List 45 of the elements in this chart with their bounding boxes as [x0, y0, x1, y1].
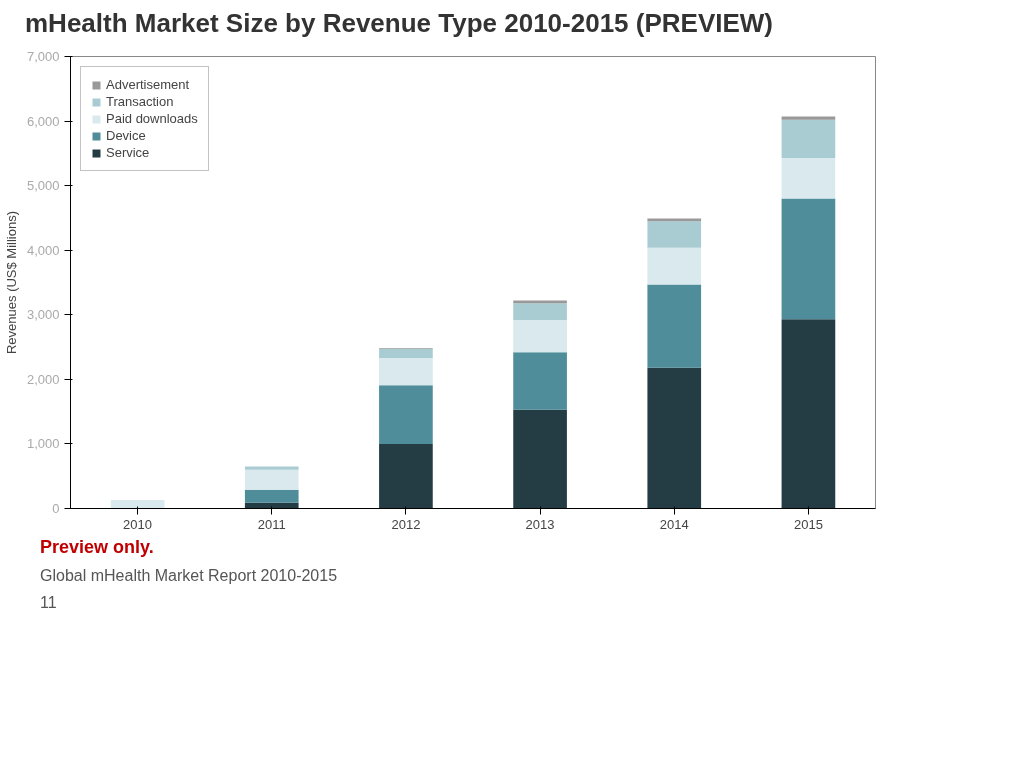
bar — [647, 221, 702, 248]
bar — [647, 284, 702, 368]
x-tick-label: 2012 — [391, 516, 421, 532]
y-tick-label: 7,000 — [26, 49, 60, 65]
bar — [513, 352, 567, 410]
legend-label: Device — [106, 128, 146, 144]
bar — [244, 489, 299, 503]
bar — [379, 349, 433, 359]
y-tick-label: 3,000 — [26, 307, 60, 323]
bar — [513, 303, 567, 321]
y-tick-label: 5,000 — [26, 178, 60, 194]
bar — [244, 466, 299, 470]
y-tick-label: 4,000 — [26, 242, 60, 258]
y-tick-label: 6,000 — [26, 113, 60, 129]
text: 11 — [40, 592, 57, 613]
x-tick-label: 2013 — [525, 516, 555, 532]
bar — [647, 247, 702, 285]
x-tick-label: 2010 — [123, 516, 153, 532]
legend-label: Service — [106, 145, 150, 161]
x-tick-label: 2011 — [257, 516, 286, 532]
y-tick-label: 0 — [52, 501, 60, 517]
x-tick-label: 2015 — [793, 516, 823, 532]
y-axis-title: Revenues (US$ Millions) — [3, 211, 19, 355]
legend-label: Paid downloads — [106, 111, 198, 127]
bar — [110, 500, 165, 509]
bar — [244, 469, 299, 490]
y-tick-label: 1,000 — [26, 436, 60, 452]
bar — [781, 116, 836, 120]
legend-label: Advertisement — [106, 77, 190, 93]
bar — [379, 358, 433, 386]
text: Global mHealth Market Report 2010-2015 — [40, 565, 338, 586]
bar — [781, 319, 836, 509]
bar — [379, 444, 433, 509]
bar — [647, 367, 702, 509]
bar — [513, 320, 567, 353]
bar — [781, 119, 836, 159]
legend-label: Transaction — [106, 94, 174, 110]
bar — [379, 385, 433, 445]
chart-title: mHealth Market Size by Revenue Type 2010-2015 (PREVIEW) — [25, 7, 774, 40]
text: Preview only. — [40, 536, 154, 560]
bar — [513, 409, 567, 509]
bar — [781, 158, 836, 199]
y-tick-label: 2,000 — [26, 372, 60, 387]
x-tick-label: 2014 — [659, 516, 689, 532]
bar — [781, 198, 836, 320]
